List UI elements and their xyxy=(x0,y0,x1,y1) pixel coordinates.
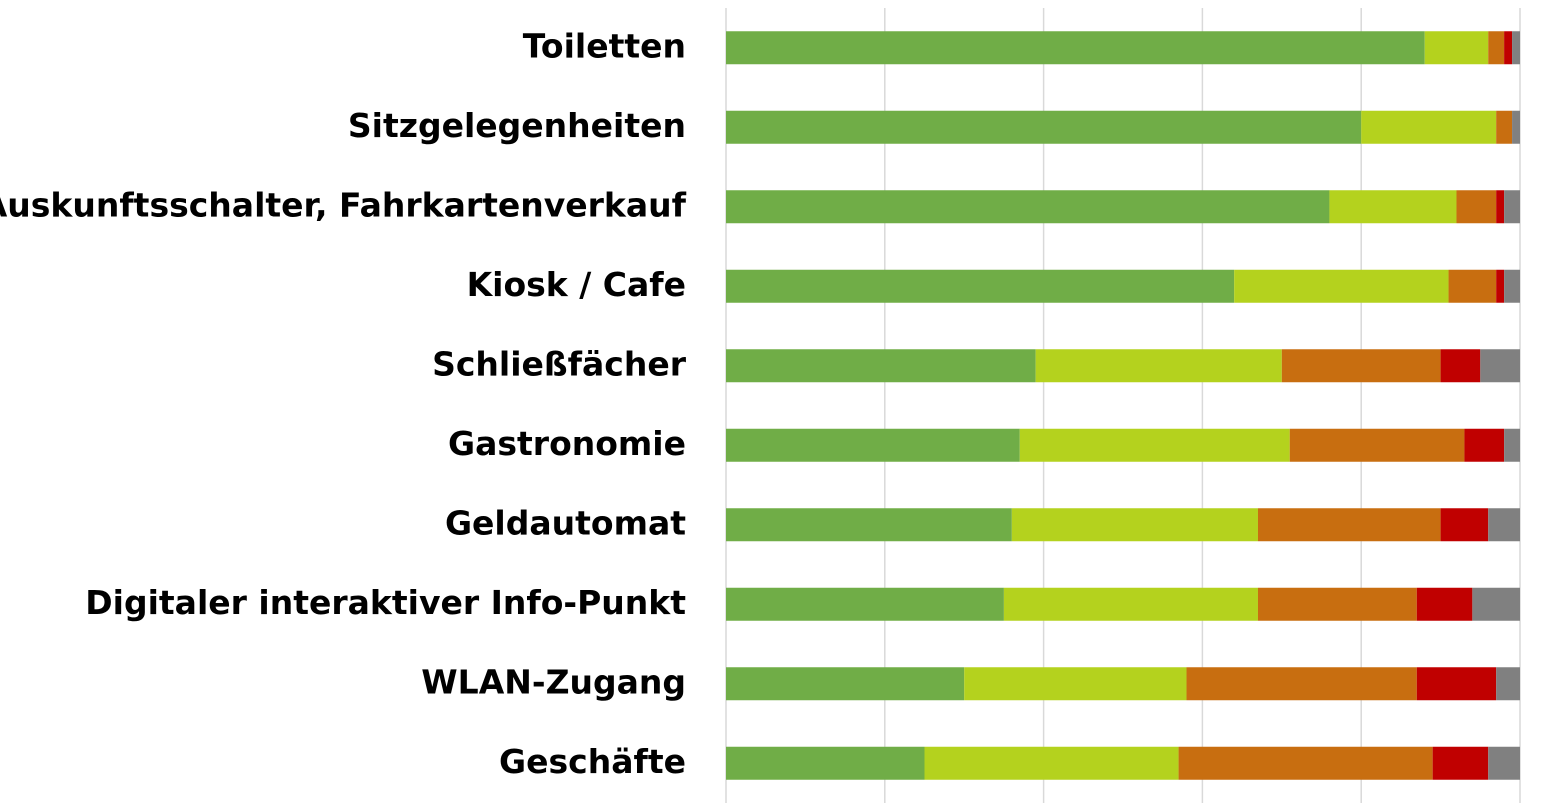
bar-segment xyxy=(726,587,1004,621)
bar-segment xyxy=(1496,190,1505,224)
bar-segment xyxy=(726,746,925,780)
bar-segment xyxy=(1361,110,1497,144)
y-tick-label: Geldautomat xyxy=(445,503,686,542)
bar-segment xyxy=(1496,667,1520,701)
bar-segment xyxy=(1512,31,1520,65)
bar-segment xyxy=(1035,349,1282,383)
bar-segment xyxy=(1504,269,1520,303)
bar-segment xyxy=(1440,508,1489,542)
bar-segment xyxy=(1011,508,1258,542)
bar-segment xyxy=(1504,190,1520,224)
bar-segment xyxy=(1257,587,1417,621)
bar-segment xyxy=(1019,428,1290,462)
bar-segment xyxy=(924,746,1179,780)
bar-segment xyxy=(1504,31,1513,65)
bar-segment xyxy=(1480,349,1520,383)
bar-segment xyxy=(726,110,1362,144)
bar-segment xyxy=(726,667,965,701)
bar-segment xyxy=(1329,190,1457,224)
bar-segment xyxy=(1488,746,1520,780)
bar-segment xyxy=(1178,746,1433,780)
bar-segment xyxy=(1003,587,1258,621)
bar-segment xyxy=(1496,110,1513,144)
y-tick-label: Toiletten xyxy=(523,26,686,65)
bar-segment xyxy=(1281,349,1441,383)
bar-segment xyxy=(1456,190,1497,224)
bar-segment xyxy=(726,190,1330,224)
y-tick-label: Schließfächer xyxy=(432,344,687,383)
bar-segment xyxy=(964,667,1187,701)
bar-segment xyxy=(1464,428,1505,462)
y-tick-label: Digitaler interaktiver Info-Punkt xyxy=(85,583,686,622)
bar-segment xyxy=(1416,667,1497,701)
bar-segment xyxy=(726,31,1425,65)
bar-segment xyxy=(1289,428,1465,462)
bar-segment xyxy=(1496,269,1505,303)
y-tick-label: Auskunftsschalter, Fahrkartenverkauf xyxy=(0,185,687,224)
bar-segment xyxy=(726,508,1012,542)
bar-segment xyxy=(1440,349,1481,383)
y-tick-label: Kiosk / Cafe xyxy=(467,265,686,304)
bar-segment xyxy=(1488,31,1505,65)
bar-segment xyxy=(726,269,1235,303)
bar-segment xyxy=(1234,269,1449,303)
y-tick-label: Gastronomie xyxy=(448,424,686,463)
bar-segment xyxy=(1472,587,1520,621)
bar-segment xyxy=(1416,587,1473,621)
bar-segment xyxy=(1488,508,1520,542)
bar-segment xyxy=(1424,31,1489,65)
bar-segment xyxy=(726,428,1020,462)
bar-segment xyxy=(1432,746,1489,780)
bar-segment xyxy=(1512,110,1520,144)
bar-segment xyxy=(1504,428,1520,462)
bar-segment xyxy=(726,349,1036,383)
bar-segment xyxy=(1186,667,1417,701)
bar-segment xyxy=(1257,508,1441,542)
bar-segment xyxy=(1448,269,1497,303)
y-tick-label: WLAN-Zugang xyxy=(421,662,686,701)
y-tick-label: Sitzgelegenheiten xyxy=(348,106,686,145)
y-tick-label: Geschäfte xyxy=(499,742,686,781)
